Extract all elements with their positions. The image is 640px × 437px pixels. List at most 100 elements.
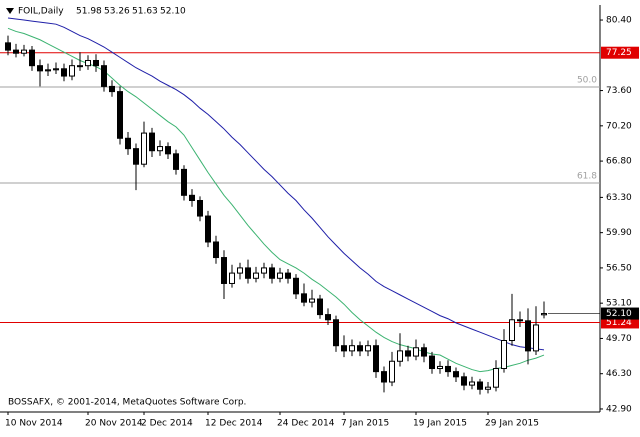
candle-body xyxy=(421,347,427,357)
candle-body xyxy=(133,148,139,165)
chart-title: FOIL,Daily xyxy=(18,7,64,17)
candle-body xyxy=(365,345,371,352)
candle-body xyxy=(357,345,363,352)
candle-body xyxy=(437,365,443,370)
candle-body xyxy=(485,386,491,390)
candle-body xyxy=(245,267,251,279)
y-tick-label: 49.70 xyxy=(606,334,632,344)
candle-body xyxy=(501,340,507,370)
candle-body xyxy=(173,153,179,170)
x-tick-label: 12 Dec 2014 xyxy=(205,419,263,429)
candle-body xyxy=(45,69,51,72)
candle-body xyxy=(5,42,11,51)
y-tick-label: 42.90 xyxy=(606,404,632,414)
candle-body xyxy=(149,132,155,152)
y-tick-label: 53.10 xyxy=(606,299,632,309)
candle-body xyxy=(109,85,115,93)
candle-body xyxy=(533,324,539,352)
candle-body xyxy=(445,365,451,373)
moving-average xyxy=(7,27,545,373)
candle-body xyxy=(405,350,411,357)
candle-body xyxy=(525,320,531,352)
x-tick-label: 24 Dec 2014 xyxy=(277,419,335,429)
fib-label: 61.8 xyxy=(577,171,597,181)
price-tag-box xyxy=(601,307,639,320)
candle-body xyxy=(509,319,515,342)
candle-body xyxy=(517,319,523,322)
ohlc-label: 52.10 xyxy=(160,7,186,17)
candle-body xyxy=(53,68,59,71)
candle-body xyxy=(413,347,419,357)
level-tag-box xyxy=(601,46,639,59)
candle-body xyxy=(221,257,227,284)
candle-body xyxy=(429,355,435,370)
candle-body xyxy=(397,350,403,362)
candle-body xyxy=(229,272,235,284)
y-tick-label: 59.90 xyxy=(606,228,632,238)
level-tag: 51.24 xyxy=(606,318,632,328)
candle-body xyxy=(325,314,331,321)
y-tick-label: 80.40 xyxy=(606,16,632,26)
x-tick-label: 10 Nov 2014 xyxy=(5,419,63,429)
candle-body xyxy=(85,59,91,67)
candle-body xyxy=(165,146,171,155)
candle-body xyxy=(181,168,187,196)
footer-text: BOSSAFX, © 2001-2014, MetaQuotes Softwar… xyxy=(8,398,246,408)
x-tick-label: 19 Jan 2015 xyxy=(413,419,467,429)
y-tick-label: 73.60 xyxy=(606,86,632,96)
candle-body xyxy=(29,49,35,67)
candle-body xyxy=(13,49,19,54)
candle-body xyxy=(349,345,355,352)
candle-body xyxy=(117,91,123,139)
price-tag: 52.10 xyxy=(606,309,632,319)
candle-body xyxy=(477,381,483,390)
moving-average xyxy=(7,17,545,351)
fib-label: 50.0 xyxy=(577,76,597,86)
ohlc-label: 51.98 xyxy=(76,7,102,17)
candle-body xyxy=(541,313,547,316)
candle-body xyxy=(205,215,211,243)
candle-body xyxy=(213,241,219,259)
candle-body xyxy=(101,65,107,87)
candle-body xyxy=(125,137,131,150)
candle-body xyxy=(93,59,99,67)
y-tick-label: 70.20 xyxy=(606,121,632,131)
ohlc-label: 51.63 xyxy=(132,7,158,17)
candle-body xyxy=(37,65,43,72)
candle-body xyxy=(21,49,27,54)
y-tick-label: 66.80 xyxy=(606,157,632,167)
candle-body xyxy=(197,199,203,217)
candle-body xyxy=(341,345,347,352)
candle-body xyxy=(333,319,339,347)
x-tick-label: 2 Dec 2014 xyxy=(141,419,193,429)
candle-body xyxy=(309,298,315,303)
candle-body xyxy=(317,298,323,316)
candle-body xyxy=(293,277,299,295)
x-tick-label: 29 Jan 2015 xyxy=(485,419,539,429)
candle-body xyxy=(141,132,147,165)
candle-body xyxy=(285,272,291,279)
level-tag: 77.25 xyxy=(606,48,632,58)
menu-arrow[interactable] xyxy=(6,8,14,14)
candle-body xyxy=(461,376,467,386)
candle-body xyxy=(237,267,243,274)
candle-body xyxy=(261,267,267,274)
x-tick-label: 20 Nov 2014 xyxy=(85,419,143,429)
candle-body xyxy=(77,65,83,68)
candle-body xyxy=(189,194,195,201)
candle-body xyxy=(69,65,75,77)
candle-body xyxy=(157,146,163,152)
candle-body xyxy=(269,267,275,279)
candle-body xyxy=(389,360,395,383)
candle-body xyxy=(277,272,283,279)
candle-body xyxy=(453,371,459,378)
candle-body xyxy=(469,381,475,386)
candle-body xyxy=(493,368,499,388)
y-tick-label: 56.50 xyxy=(606,263,632,273)
candle-body xyxy=(61,68,67,77)
candle-body xyxy=(253,272,259,279)
candle-body xyxy=(373,345,379,373)
ohlc-label: 53.26 xyxy=(104,7,130,17)
